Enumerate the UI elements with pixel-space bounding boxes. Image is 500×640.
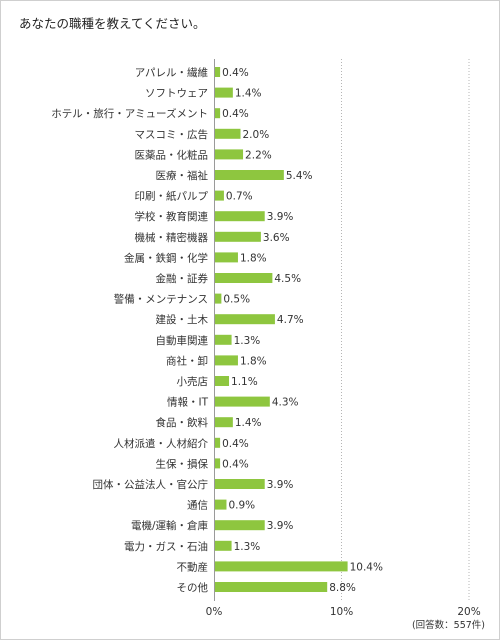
value-label: 4.7% [277,314,304,326]
bar [215,87,233,98]
value-label: 1.4% [235,417,262,429]
category-label: 医薬品・化粧品 [135,148,209,161]
category-label: 金属・鉄鋼・化学 [124,251,208,264]
value-label: 3.9% [267,479,294,491]
value-label: 1.8% [240,252,267,264]
value-label: 1.4% [235,88,262,100]
bar [215,396,270,407]
value-label: 1.3% [234,541,261,553]
value-label: 0.4% [222,458,249,470]
value-label: 10.4% [350,561,383,573]
bar [215,355,238,366]
category-label: 団体・公益法人・官公庁 [93,478,209,491]
value-label: 8.8% [329,582,356,594]
bar [215,499,227,510]
value-label: 1.3% [234,335,261,347]
value-label: 4.3% [272,397,299,409]
category-label: 電機/運輸・倉庫 [131,519,209,532]
bar [215,273,273,283]
value-label: 3.6% [263,232,290,244]
value-label: 1.1% [231,376,258,388]
x-tick-label: 10% [330,606,353,618]
category-label: 印刷・紙パルプ [135,190,209,203]
value-label: 2.2% [245,149,272,161]
bar [215,211,265,222]
bar [215,314,275,325]
category-label: 不動産 [177,560,209,573]
category-label: 生保・損保 [156,457,209,470]
bar [215,128,241,139]
category-label: 商社・卸 [166,354,208,367]
category-label: 学校・教育関連 [135,210,209,223]
bar [215,561,348,572]
category-label: 自動車関連 [156,334,209,347]
bar [215,417,233,428]
bar [215,149,244,160]
bar [215,520,265,531]
category-label: 食品・飲料 [156,416,209,429]
bar [215,582,328,592]
value-label: 2.0% [243,129,270,141]
bar [215,334,232,345]
x-tick-label: 20% [457,606,480,618]
bar [215,376,230,386]
bar [215,479,265,489]
bar [215,67,221,77]
category-label: マスコミ・広告 [135,128,209,141]
category-label: ソフトウェア [145,88,208,100]
category-label: 小売店 [177,375,209,388]
bar [215,231,261,242]
category-label: アパレル・繊維 [135,66,208,79]
value-label: 0.5% [223,294,250,306]
value-label: 4.5% [274,273,301,285]
value-label: 1.8% [240,355,267,367]
category-label: 情報・IT [167,396,209,409]
value-label: 0.9% [228,500,255,512]
bar [215,458,221,469]
bar [215,293,222,304]
category-label: 金融・証券 [156,272,209,285]
bar [215,540,232,551]
value-label: 5.4% [286,170,313,182]
bar [215,437,221,448]
category-label: 電力・ガス・石油 [124,540,208,553]
category-label: 機械・精密機器 [135,231,209,244]
question-text: あなたの職種を教えてください。 [19,16,206,31]
category-label: その他 [177,581,209,594]
category-label: 人材派遣・人材紹介 [114,437,209,450]
bar [215,170,284,180]
value-label: 0.4% [222,438,249,450]
value-label: 0.4% [222,67,249,79]
category-label: ホテル・旅行・アミューズメント [51,107,208,120]
bar [215,190,224,201]
category-label: 建設・土木 [156,313,209,326]
value-label: 0.4% [222,108,249,120]
category-label: 警備・メンテナンス [114,293,208,306]
value-label: 3.9% [267,211,294,223]
bar [215,108,221,119]
bar [215,252,238,263]
x-tick-label: 0% [206,606,223,618]
category-label: 通信 [187,500,208,512]
value-label: 0.7% [226,191,253,203]
category-label: 医療・福祉 [156,169,209,182]
value-label: 3.9% [267,520,294,532]
respondents-note: (回答数：557件) [411,620,485,631]
